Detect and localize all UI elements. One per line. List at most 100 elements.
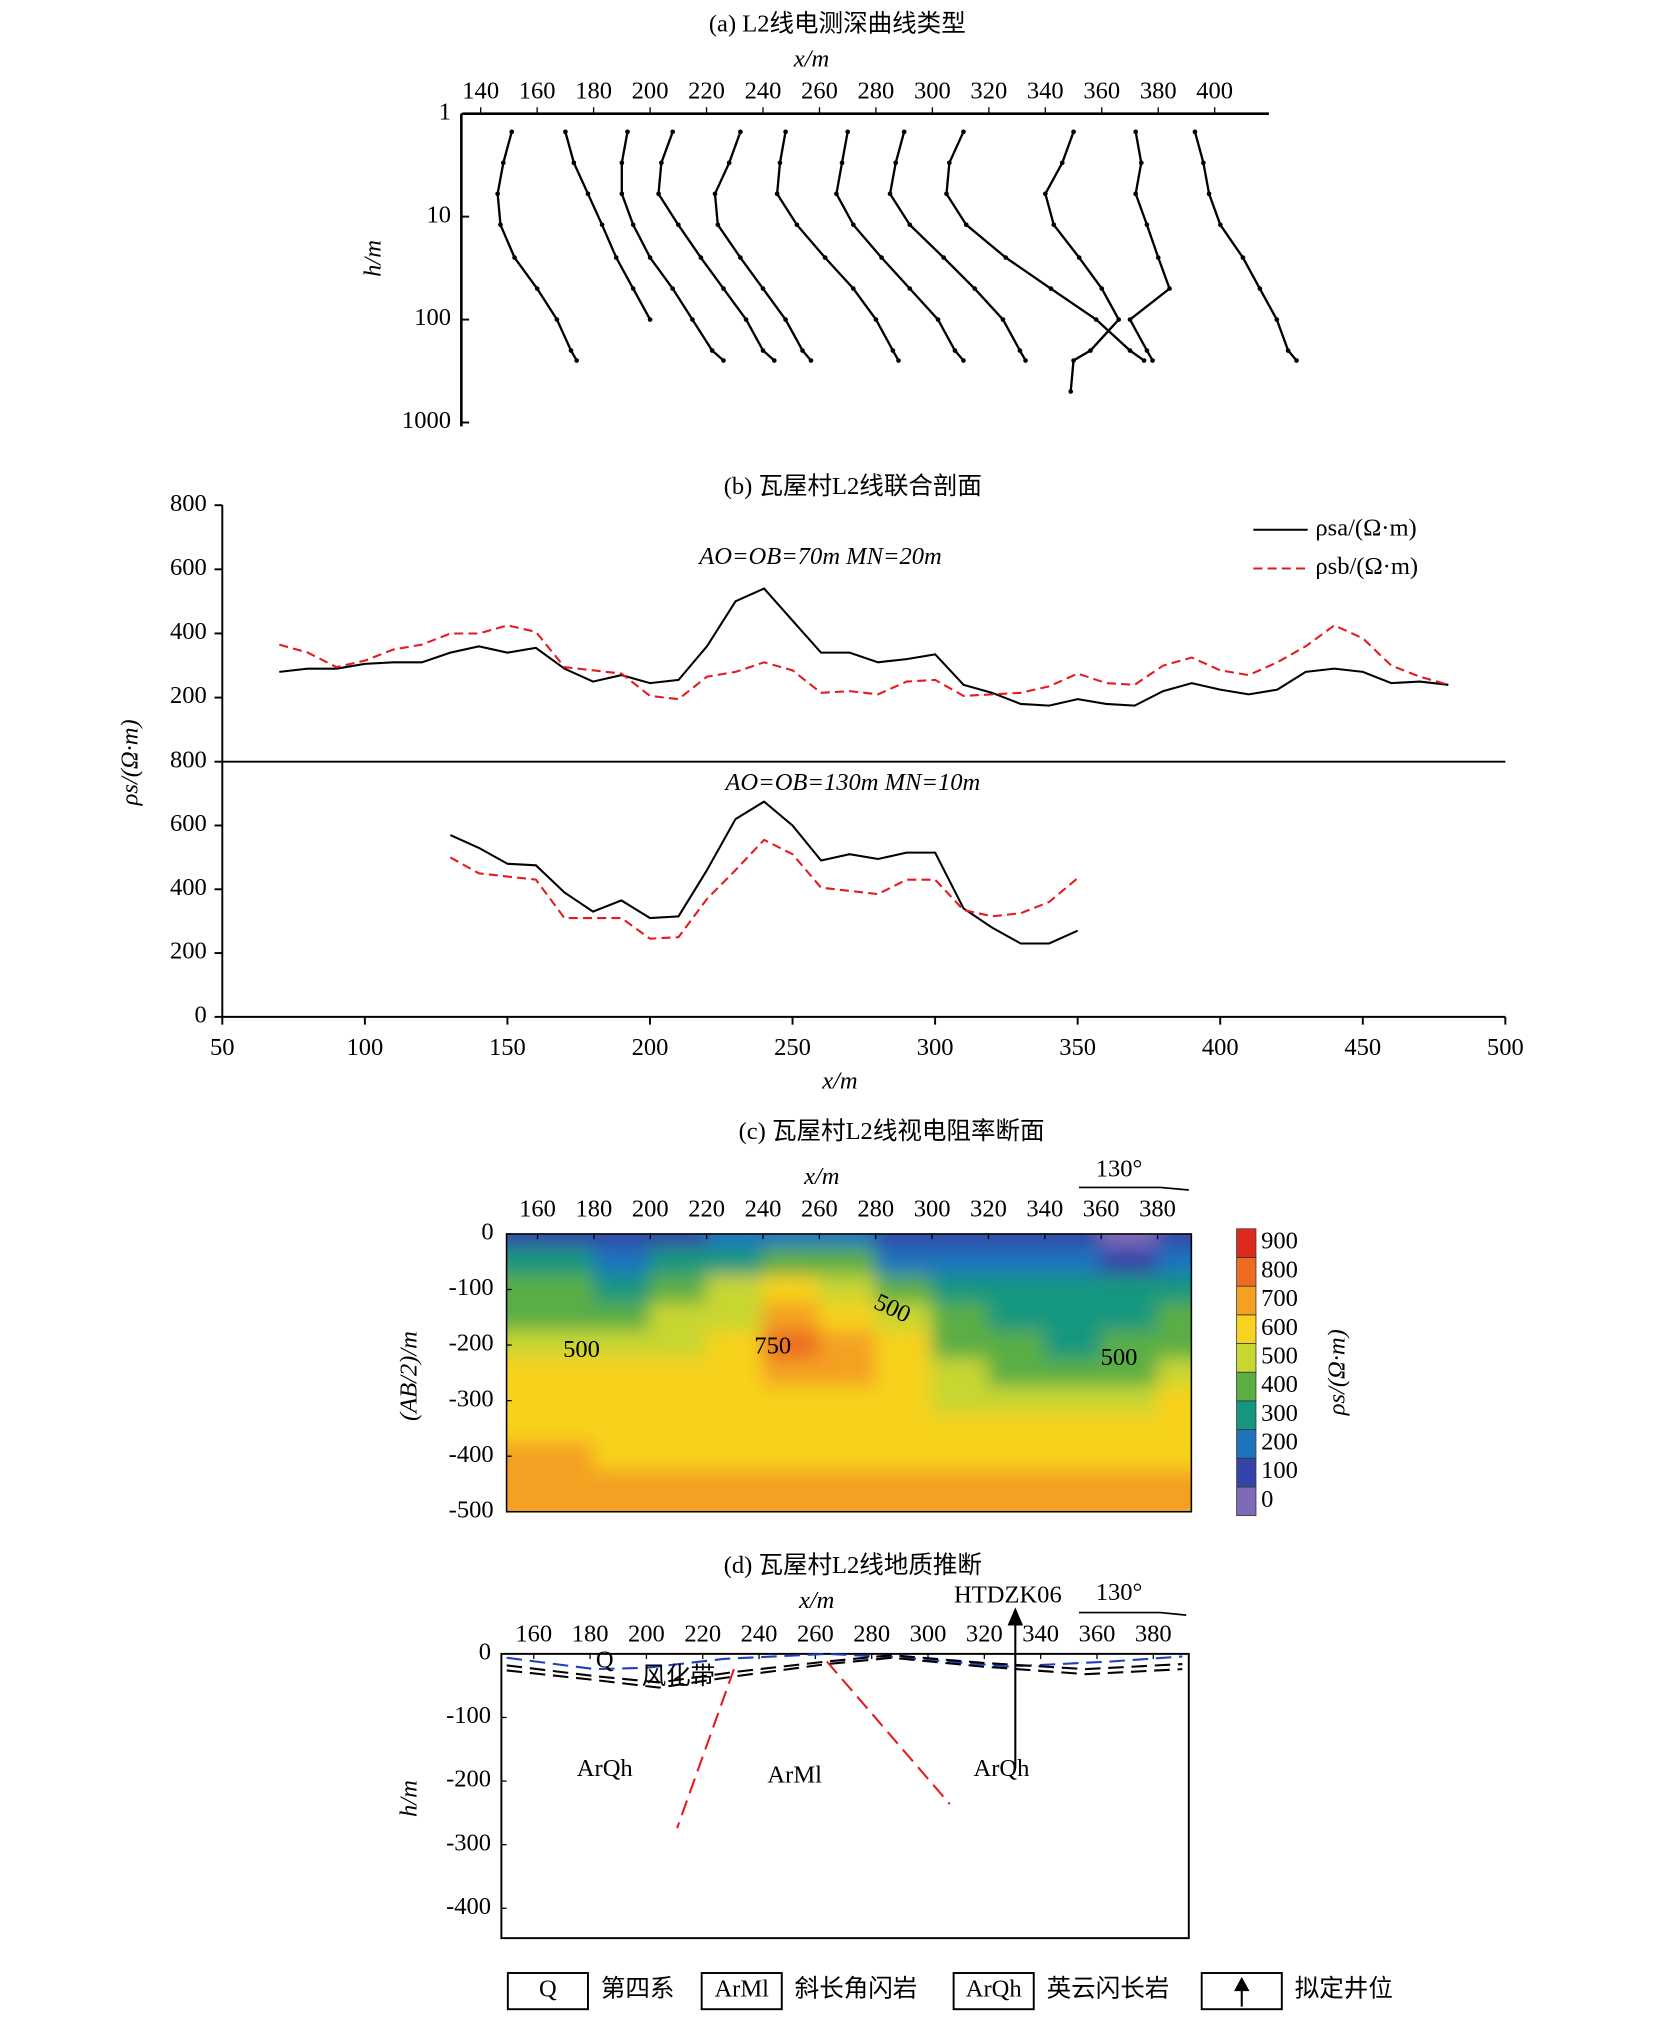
field-cell — [931, 1247, 990, 1277]
curve-point — [512, 255, 517, 260]
colorbar-swatch — [1236, 1457, 1257, 1488]
field-cell — [536, 1358, 595, 1388]
field-cell — [987, 1330, 1046, 1360]
field-cell — [875, 1497, 933, 1512]
x-tick-label: 500 — [1487, 1034, 1524, 1061]
field-cell — [762, 1386, 821, 1416]
sounding-curve — [775, 131, 900, 362]
curve-point — [1285, 348, 1291, 353]
field-cell — [1100, 1497, 1159, 1512]
curve-point — [1048, 286, 1054, 291]
field-cell — [506, 1247, 539, 1277]
y-tick-label: 200 — [170, 938, 207, 965]
field-cell — [875, 1247, 933, 1277]
field-cell — [875, 1330, 933, 1360]
field-cell — [706, 1330, 764, 1360]
curve-point — [907, 286, 913, 291]
x-tick-label: 220 — [688, 1195, 725, 1222]
unit-label: ArQh — [973, 1755, 1029, 1782]
curve-point — [509, 129, 515, 135]
y-tick-label: 800 — [170, 746, 207, 773]
curve-point — [613, 255, 619, 260]
x-axis-label: x/m — [821, 1067, 857, 1094]
curve-point — [794, 222, 800, 228]
field-cell — [706, 1233, 764, 1249]
plot-frame — [500, 1652, 1190, 1940]
curve-point — [783, 129, 788, 135]
field-cell — [762, 1302, 821, 1332]
curve-point — [851, 222, 856, 228]
field-cell — [987, 1358, 1046, 1388]
curve-point — [760, 348, 766, 353]
field-cell — [649, 1358, 708, 1388]
curve-point — [901, 129, 907, 135]
curve-point — [670, 129, 675, 135]
curve-point — [1051, 222, 1057, 228]
y-axis-label: h/m — [396, 1780, 423, 1817]
field-cell — [593, 1302, 651, 1332]
field-cell — [762, 1413, 821, 1443]
sounding-curve — [1128, 131, 1171, 362]
field — [506, 1233, 1192, 1512]
colorbar-swatch — [1236, 1257, 1257, 1287]
field-cell — [536, 1274, 595, 1305]
field-cell — [762, 1469, 821, 1499]
field-cell — [1156, 1274, 1192, 1305]
field-cell — [875, 1274, 933, 1305]
curve-point — [1257, 286, 1263, 291]
curve-point — [571, 160, 577, 166]
x-tick-label: 100 — [346, 1034, 383, 1061]
field-cell — [706, 1441, 764, 1471]
well-name: HTDZK06 — [954, 1582, 1062, 1609]
curve-point — [822, 255, 828, 260]
field-cell — [931, 1469, 990, 1499]
field-cell — [762, 1358, 821, 1388]
curve-point — [873, 317, 879, 322]
profile-line — [449, 838, 1079, 940]
field-cell — [1156, 1497, 1192, 1512]
field-cell — [1100, 1413, 1159, 1443]
x-tick-label: 300 — [914, 1195, 951, 1222]
annotation: AO=OB=130m MN=10m — [723, 769, 980, 796]
legend-box — [1200, 1972, 1283, 2011]
curve-point — [498, 222, 503, 228]
curve-point — [1240, 255, 1246, 260]
field-cell — [706, 1413, 764, 1443]
sounding-curve — [713, 131, 812, 362]
field-cell — [1156, 1413, 1192, 1443]
x-tick-label: 150 — [489, 1034, 526, 1061]
curve-point — [563, 129, 568, 135]
field-cell — [1044, 1247, 1102, 1277]
field-cell — [762, 1233, 821, 1249]
field-cell — [649, 1233, 708, 1249]
field-cell — [506, 1302, 539, 1332]
y-tick-label: -300 — [446, 1829, 491, 1856]
curve-point — [1099, 286, 1105, 291]
field-cell — [593, 1330, 651, 1360]
curve-point — [1071, 358, 1076, 363]
x-tick-label: 400 — [1202, 1034, 1239, 1061]
sounding-curve — [620, 131, 725, 362]
curve-point — [743, 317, 749, 322]
x-tick-label: 340 — [1026, 1195, 1063, 1222]
colorbar-label: 600 — [1261, 1314, 1298, 1341]
field-cell — [1044, 1302, 1102, 1332]
field-cell — [536, 1469, 595, 1499]
field-cell — [536, 1413, 595, 1443]
x-tick-label: 450 — [1344, 1034, 1381, 1061]
colorbar-label: 800 — [1261, 1256, 1298, 1283]
colorbar-title: ρs/(Ω·m) — [1323, 1329, 1350, 1416]
curve-point — [896, 358, 901, 363]
field-cell — [1156, 1441, 1192, 1471]
curve-point — [656, 191, 661, 197]
x-tick-label: 340 — [1027, 78, 1064, 105]
y-tick-label: 600 — [170, 554, 207, 581]
chart-title: (b) 瓦屋村L2线联合剖面 — [724, 472, 982, 500]
field-cell — [1044, 1413, 1102, 1443]
field-cell — [593, 1413, 651, 1443]
field-cell — [1100, 1441, 1159, 1471]
field-cell — [818, 1247, 877, 1277]
legend-label: 英云闪长岩 — [1047, 1975, 1170, 2003]
field-cell — [506, 1469, 539, 1499]
x-tick-label: 280 — [858, 78, 895, 105]
